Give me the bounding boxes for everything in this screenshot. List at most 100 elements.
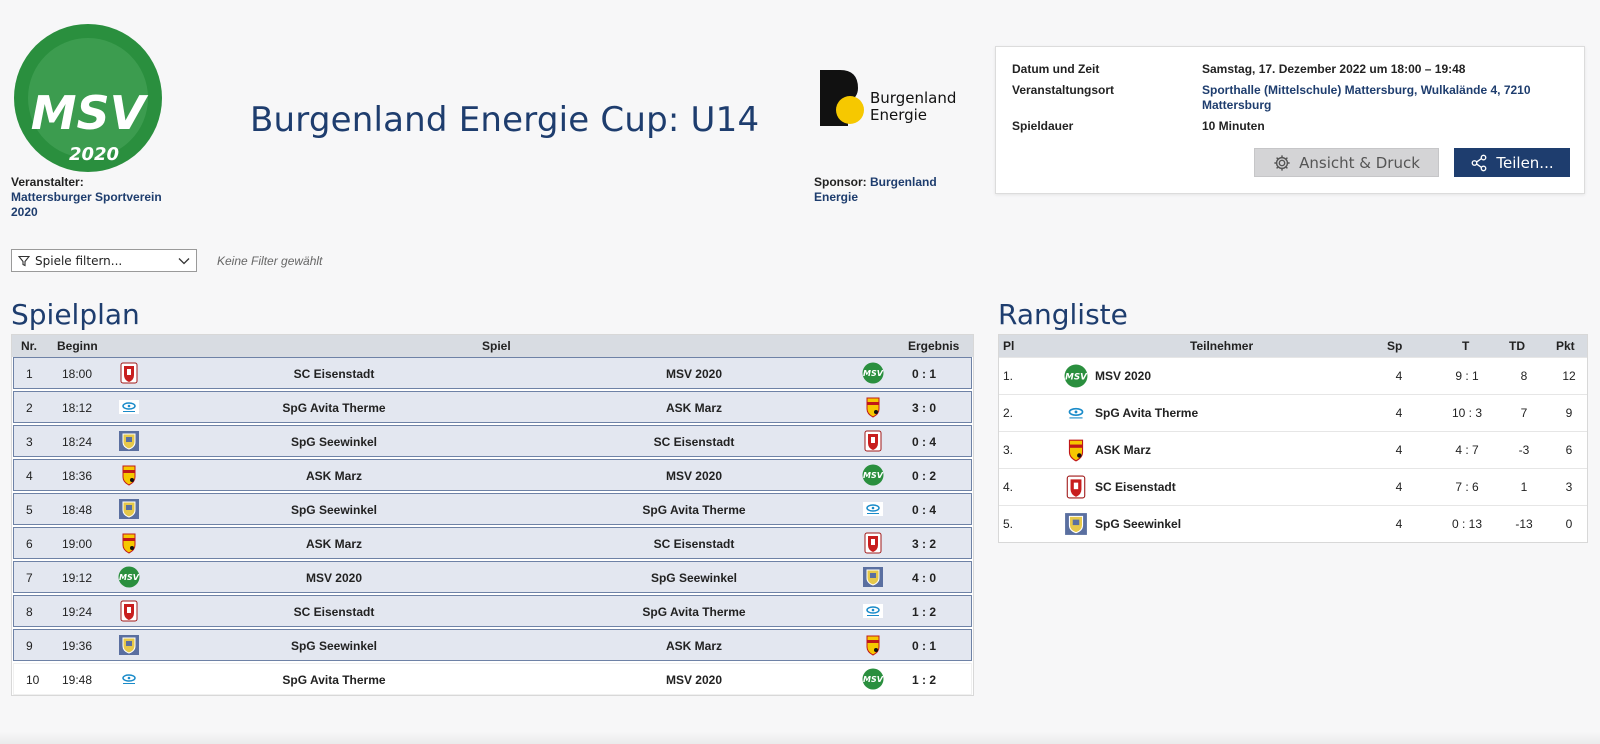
- home-team[interactable]: SpG Avita Therme: [282, 401, 386, 415]
- rank-team[interactable]: SC Eisenstadt: [1095, 480, 1176, 494]
- print-view-label: Ansicht & Druck: [1299, 153, 1420, 172]
- duration-label: Spieldauer: [1012, 119, 1074, 133]
- event-info-box: Datum und Zeit Samstag, 17. Dezember 202…: [995, 46, 1585, 194]
- rank-games: 4: [1395, 443, 1403, 457]
- msv-2020-crest-icon: MSV: [118, 566, 140, 588]
- away-team[interactable]: SC Eisenstadt: [653, 435, 735, 449]
- schedule-row[interactable]: 3 18:24 SpG Seewinkel SC Eisenstadt 0 : 4: [13, 425, 972, 457]
- game-number: 8: [26, 605, 33, 619]
- schedule-row[interactable]: 5 18:48 SpG Seewinkel SpG Avita Therme 0 : 4: [13, 493, 972, 525]
- spg-avita-therme-crest-icon: [119, 400, 139, 414]
- ranking-table: Pl Teilnehmer Sp T TD Pkt 1. MSV MSV 2020 4…: [998, 334, 1588, 543]
- ranking-row[interactable]: 1. MSV MSV 2020 4 9 : 1 8 12: [999, 357, 1587, 394]
- schedule-row[interactable]: 2 18:12 SpG Avita Therme ASK Marz 3 : 0: [13, 391, 972, 423]
- spg-avita-therme-crest-icon: [119, 672, 139, 686]
- col-pkt: Pkt: [1556, 339, 1575, 353]
- home-team[interactable]: ASK Marz: [305, 469, 362, 483]
- away-team[interactable]: ASK Marz: [665, 401, 722, 415]
- game-number: 3: [26, 435, 33, 449]
- ranking-header: Pl Teilnehmer Sp T TD Pkt: [999, 335, 1587, 357]
- home-team[interactable]: SpG Avita Therme: [282, 673, 386, 687]
- schedule-row[interactable]: 10 19:48 SpG Avita Therme MSV 2020 MSV 1 : 2: [13, 663, 972, 695]
- col-td: TD: [1509, 339, 1525, 353]
- away-team[interactable]: MSV 2020: [665, 469, 723, 483]
- rank-goals: 7 : 6: [1455, 480, 1479, 494]
- ranking-row[interactable]: 5. SpG Seewinkel 4 0 : 13 -13 0: [999, 505, 1587, 542]
- sc-eisenstadt-crest-icon: [120, 600, 138, 622]
- ask-marz-crest-icon: [122, 465, 136, 486]
- svg-text:MSV: MSV: [863, 369, 884, 378]
- away-team[interactable]: MSV 2020: [665, 673, 723, 687]
- svg-text:MSV: MSV: [863, 471, 884, 480]
- game-result: 1 : 2: [911, 673, 936, 687]
- game-number: 4: [26, 469, 33, 483]
- rank-position: 5.: [1003, 517, 1014, 531]
- home-team[interactable]: SpG Seewinkel: [290, 435, 378, 449]
- schedule-row[interactable]: 8 19:24 SC Eisenstadt SpG Avita Therme 1 : 2: [13, 595, 972, 627]
- away-team[interactable]: SC Eisenstadt: [653, 537, 735, 551]
- rank-points: 9: [1565, 406, 1573, 420]
- away-team[interactable]: MSV 2020: [665, 367, 723, 381]
- page-title: Burgenland Energie Cup: U14: [250, 100, 760, 140]
- rank-position: 3.: [1003, 443, 1014, 457]
- away-team[interactable]: SpG Avita Therme: [642, 605, 746, 619]
- rank-team[interactable]: MSV 2020: [1095, 369, 1152, 383]
- organizer-label: Veranstalter:: [11, 175, 84, 189]
- game-time: 19:00: [62, 537, 93, 551]
- away-team[interactable]: ASK Marz: [665, 639, 722, 653]
- rank-games: 4: [1395, 480, 1403, 494]
- game-result: 0 : 4: [911, 435, 936, 449]
- game-filter-select[interactable]: Spiele filtern...: [11, 249, 197, 272]
- home-team[interactable]: ASK Marz: [305, 537, 362, 551]
- home-team[interactable]: SpG Seewinkel: [290, 639, 378, 653]
- ranking-row[interactable]: 2. SpG Avita Therme 4 10 : 3 7 9: [999, 394, 1587, 431]
- rank-goal-diff: -13: [1515, 517, 1533, 531]
- spg-avita-therme-crest-icon: [1065, 405, 1087, 421]
- schedule-row[interactable]: 1 18:00 SC Eisenstadt MSV 2020 MSV 0 : 1: [13, 357, 972, 389]
- ask-marz-crest-icon: [1068, 439, 1084, 462]
- ranking-row[interactable]: 4. SC Eisenstadt 4 7 : 6 1 3: [999, 468, 1587, 505]
- game-result: 0 : 2: [911, 469, 936, 483]
- rank-position: 2.: [1003, 406, 1014, 420]
- rank-goal-diff: 7: [1520, 406, 1528, 420]
- sponsor-logo-text: Burgenland Energie: [870, 89, 957, 124]
- sponsor-logo[interactable]: Burgenland Energie: [818, 68, 988, 130]
- ask-marz-crest-icon: [122, 533, 136, 554]
- home-team[interactable]: SpG Seewinkel: [290, 503, 378, 517]
- msv-2020-crest-icon: MSV: [862, 362, 884, 384]
- home-team[interactable]: MSV 2020: [305, 571, 363, 585]
- away-team[interactable]: SpG Seewinkel: [650, 571, 738, 585]
- rank-team[interactable]: SpG Seewinkel: [1095, 517, 1182, 531]
- msv-2020-crest-icon: MSV: [862, 668, 884, 690]
- rank-games: 4: [1395, 406, 1403, 420]
- schedule-row[interactable]: 9 19:36 SpG Seewinkel ASK Marz 0 : 1: [13, 629, 972, 661]
- schedule-row[interactable]: 4 18:36 ASK Marz MSV 2020 MSV 0 : 2: [13, 459, 972, 491]
- col-sp: Sp: [1387, 339, 1403, 353]
- away-team[interactable]: SpG Avita Therme: [642, 503, 746, 517]
- spg-seewinkel-crest-icon: [863, 567, 883, 587]
- venue-link[interactable]: Sporthalle (Mittelschule) Mattersburg, W…: [1202, 83, 1531, 112]
- duration-value: 10 Minuten: [1202, 119, 1265, 133]
- organizer-link[interactable]: Mattersburger Sportverein 2020: [11, 190, 162, 219]
- chevron-down-icon: [178, 257, 190, 264]
- print-view-button[interactable]: Ansicht & Druck: [1254, 148, 1439, 177]
- rank-goals: 9 : 1: [1455, 369, 1479, 383]
- schedule-row[interactable]: 7 19:12 MSV MSV 2020 SpG Seewinkel 4 : 0: [13, 561, 972, 593]
- home-team[interactable]: SC Eisenstadt: [293, 367, 375, 381]
- rank-team[interactable]: SpG Avita Therme: [1095, 406, 1199, 420]
- sponsor-line: Sponsor: Burgenland Energie: [814, 175, 974, 205]
- col-team: Teilnehmer: [1190, 339, 1254, 353]
- rank-goal-diff: 1: [1520, 480, 1528, 494]
- svg-text:MSV: MSV: [31, 86, 149, 140]
- sponsor-link[interactable]: Burgenland Energie: [814, 175, 937, 204]
- rank-goal-diff: 8: [1520, 369, 1528, 383]
- sponsor-label: Sponsor:: [814, 175, 867, 189]
- game-result: 0 : 4: [911, 503, 936, 517]
- share-button[interactable]: Teilen...: [1454, 148, 1570, 177]
- schedule-row[interactable]: 6 19:00 ASK Marz SC Eisenstadt 3 : 2: [13, 527, 972, 559]
- ranking-row[interactable]: 3. ASK Marz 4 4 : 7 -3 6: [999, 431, 1587, 468]
- rank-team[interactable]: ASK Marz: [1095, 443, 1152, 457]
- footer-shadow: [0, 732, 1600, 744]
- home-team[interactable]: SC Eisenstadt: [293, 605, 375, 619]
- spg-seewinkel-crest-icon: [119, 431, 139, 451]
